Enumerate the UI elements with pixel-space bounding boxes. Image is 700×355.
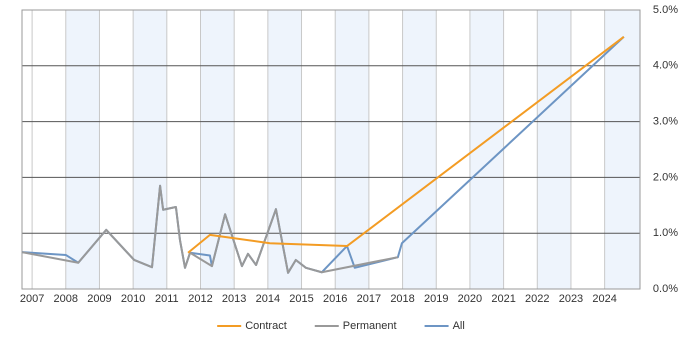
legend-label: Contract xyxy=(245,320,287,332)
x-tick-label: 2011 xyxy=(155,293,179,305)
series-line xyxy=(187,35,625,254)
y-tick-label: 1.0% xyxy=(653,227,678,239)
x-tick-label: 2009 xyxy=(87,293,111,305)
x-tick-label: 2012 xyxy=(188,293,212,305)
band xyxy=(65,10,100,289)
x-tick-label: 2020 xyxy=(458,293,482,305)
band xyxy=(402,10,437,289)
band xyxy=(537,10,571,289)
legend-label: All xyxy=(453,320,465,332)
x-tick-label: 2013 xyxy=(222,293,246,305)
series-line xyxy=(21,184,399,274)
x-tick-label: 2021 xyxy=(491,293,515,305)
y-tick-label: 2.0% xyxy=(653,171,678,183)
x-tick-label: 2023 xyxy=(559,293,583,305)
x-tick-label: 2010 xyxy=(121,293,145,305)
band xyxy=(133,10,167,289)
x-tick-label: 2017 xyxy=(357,293,381,305)
band xyxy=(267,10,302,289)
plot-frame xyxy=(21,9,641,290)
x-tick-label: 2008 xyxy=(54,293,78,305)
y-tick-label: 4.0% xyxy=(653,60,678,72)
x-tick-label: 2018 xyxy=(390,293,414,305)
x-tick-label: 2016 xyxy=(323,293,347,305)
x-tick-label: 2019 xyxy=(424,293,448,305)
band xyxy=(604,10,640,289)
x-tick-label: 2022 xyxy=(525,293,549,305)
x-tick-label: 2015 xyxy=(289,293,313,305)
y-tick-label: 3.0% xyxy=(653,116,678,128)
x-tick-label: 2007 xyxy=(20,293,44,305)
legend-label: Permanent xyxy=(343,320,397,332)
y-tick-label: 5.0% xyxy=(653,4,678,16)
y-tick-label: 0.0% xyxy=(653,283,678,295)
x-tick-label: 2014 xyxy=(256,293,280,305)
x-tick-label: 2024 xyxy=(592,293,616,305)
band xyxy=(335,10,369,289)
